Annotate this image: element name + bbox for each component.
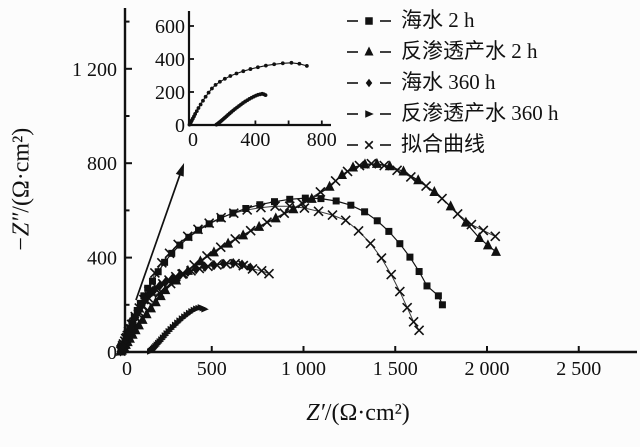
legend-marker-square-icon: [347, 16, 391, 25]
x-tick-label: 1 000: [281, 358, 326, 380]
series-inset-seawater_360h: [187, 60, 309, 127]
y-tick-label: 1 200: [72, 59, 117, 81]
legend-marker-triangle-up-icon: [347, 46, 391, 55]
y-axis-unit: /(Ω·cm²): [8, 127, 35, 213]
x-tick-label: 500: [197, 358, 227, 380]
x-tick-label: 1 500: [373, 358, 418, 380]
legend-label: 海水 360 h: [401, 70, 496, 94]
legend-item-fit: 拟合曲线: [346, 129, 559, 160]
legend-label: 反渗透产水 2 h: [401, 39, 538, 63]
series-seawater_360h: [116, 258, 255, 357]
arrow-to-inset: [135, 162, 185, 301]
legend-item-seawater_2h: 海水 2 h: [346, 5, 559, 36]
legend-item-ro_water_360h: 反渗透产水 360 h: [346, 98, 559, 129]
inset-x-tick-label: 800: [307, 129, 337, 151]
x-tick-label: 2 500: [556, 358, 601, 380]
y-axis-title: −Z″/(Ω·cm²): [9, 128, 36, 253]
legend-label: 海水 2 h: [401, 8, 475, 32]
inset-y-tick-label: 200: [155, 82, 185, 104]
main-axes: 0 500 1 000 1 500 2 000 2 500 0 400 800 1 200: [72, 8, 637, 380]
legend-item-ro_water_2h: 反渗透产水 2 h: [346, 36, 559, 67]
inset-y-tick-label: 600: [155, 16, 185, 38]
y-tick-label: 800: [87, 153, 117, 175]
y-tick-label: 0: [107, 342, 117, 364]
legend-label: 反渗透产水 360 h: [401, 101, 559, 125]
legend-label: 拟合曲线: [401, 132, 485, 156]
legend: 海水 2 h 反渗透产水 2 h 海水 360 h 反渗透产水 360 h 拟合曲线: [346, 5, 559, 160]
y-axis-symbol: −Z″: [8, 212, 35, 253]
legend-item-seawater_360h: 海水 360 h: [346, 67, 559, 98]
legend-marker-diamond-icon: [347, 78, 391, 87]
main-series: [115, 157, 501, 357]
inset-plot: 0 400 800 0 200 400 600: [155, 11, 337, 151]
series-ro_water_2h: [115, 157, 501, 356]
x-tick-label: 0: [122, 358, 132, 380]
x-tick-label: 2 000: [465, 358, 510, 380]
y-tick-label: 400: [87, 248, 117, 270]
x-axis-title: Z′/(Ω·cm²): [123, 400, 593, 427]
inset-y-tick-label: 400: [155, 49, 185, 71]
series-inset-ro_water_360h: [214, 91, 268, 127]
legend-marker-triangle-right-icon: [347, 109, 391, 118]
legend-marker-x-icon: [347, 140, 391, 149]
inset-x-tick-label: 0: [188, 129, 198, 151]
x-axis-symbol: Z′: [306, 400, 325, 426]
inset-y-tick-label: 0: [175, 115, 185, 137]
x-axis-unit: /(Ω·cm²): [324, 400, 410, 426]
series-ro_water_360h: [147, 304, 209, 355]
inset-x-tick-label: 400: [240, 129, 270, 151]
